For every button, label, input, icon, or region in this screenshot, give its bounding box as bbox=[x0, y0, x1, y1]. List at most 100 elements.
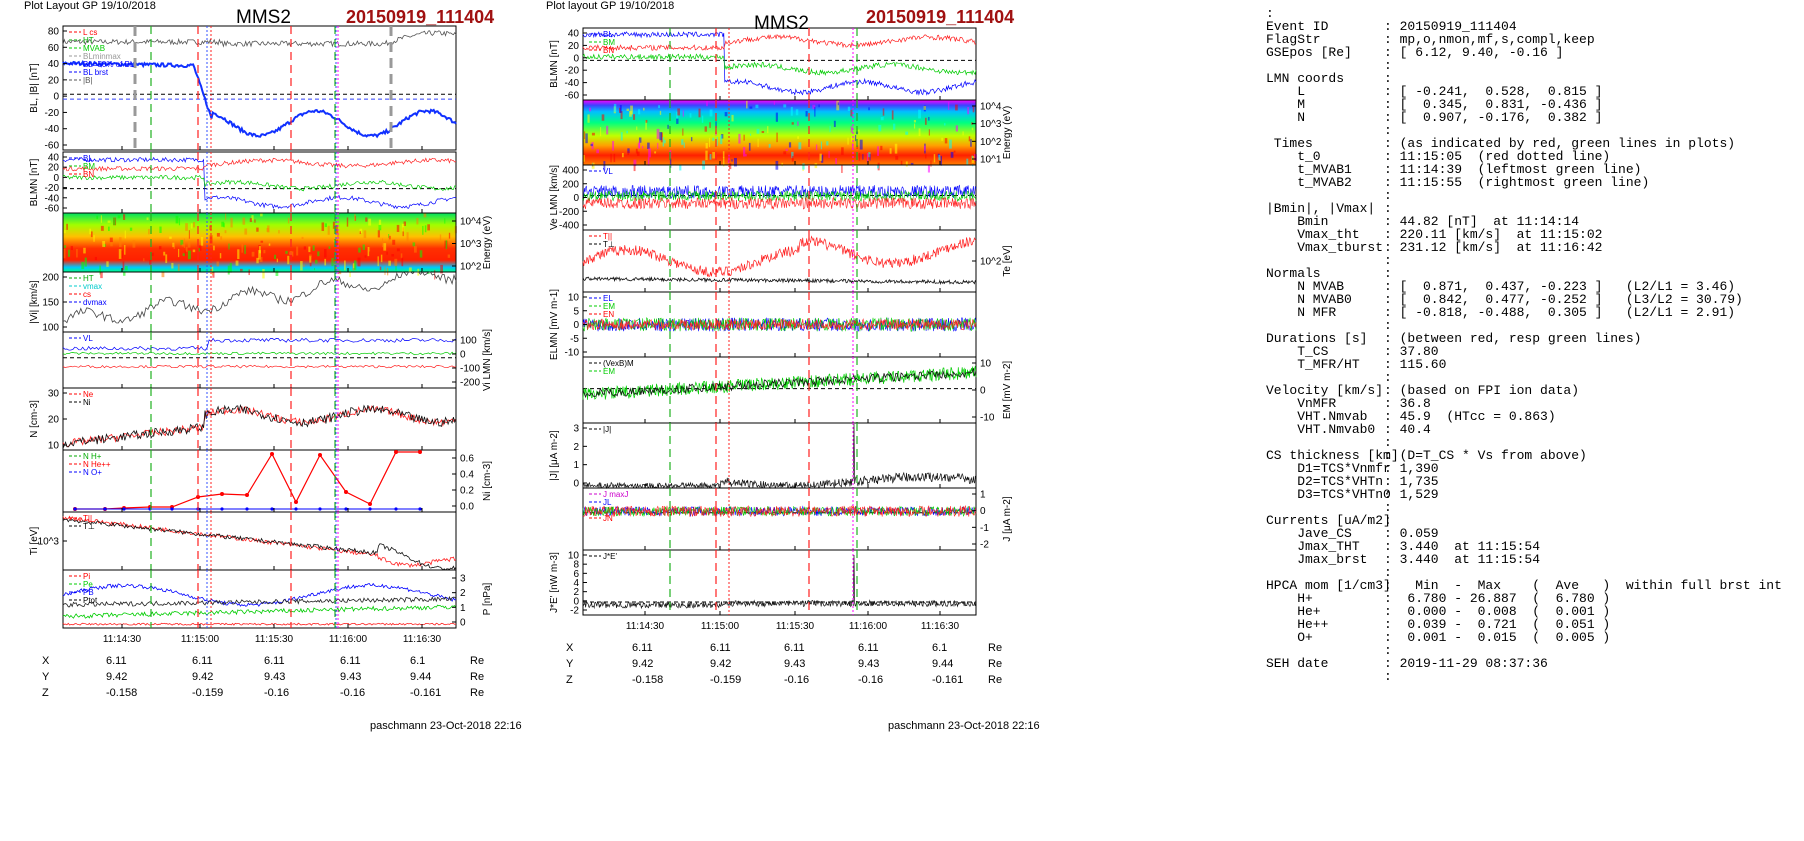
spectrogram-texture bbox=[731, 114, 734, 122]
axis-label: Vi LMN [km/s] bbox=[482, 329, 493, 391]
spectrogram-texture bbox=[308, 246, 311, 253]
spectrogram-texture bbox=[159, 246, 162, 250]
spectrogram-texture bbox=[187, 250, 191, 260]
spectrogram-texture bbox=[918, 109, 921, 119]
spectrogram-texture bbox=[230, 217, 233, 228]
spectrogram-texture bbox=[123, 214, 126, 220]
spectrogram-texture bbox=[913, 123, 916, 129]
info-key: O+ bbox=[1266, 630, 1313, 645]
spectrogram-texture bbox=[259, 257, 263, 262]
coord-value: 6.1 bbox=[410, 655, 426, 667]
spectrogram-texture bbox=[709, 109, 713, 117]
spectrogram-texture bbox=[862, 154, 864, 160]
spectrogram-texture bbox=[309, 259, 312, 267]
legend-entry: VL bbox=[83, 334, 93, 343]
info-key: t_MVAB1 bbox=[1266, 162, 1352, 177]
spectrogram-texture bbox=[613, 153, 616, 163]
spectrogram-texture bbox=[249, 218, 252, 223]
spectrogram-texture bbox=[263, 249, 266, 254]
legend-entry: BM bbox=[603, 38, 615, 47]
series-line bbox=[62, 351, 457, 356]
spectrogram-texture bbox=[64, 245, 67, 249]
spectrogram-texture bbox=[396, 224, 400, 232]
axis-tick-label: 40 bbox=[48, 153, 60, 164]
axis-tick-label: 200 bbox=[562, 179, 579, 190]
spectrogram-texture bbox=[856, 145, 859, 149]
spectrogram-texture bbox=[440, 264, 443, 274]
coord-value: 6.11 bbox=[340, 655, 361, 667]
spectrogram-texture bbox=[910, 162, 914, 166]
spectrogram-texture bbox=[380, 254, 383, 263]
spectrogram-texture bbox=[704, 126, 707, 132]
spectrogram-texture bbox=[328, 246, 331, 249]
info-key: H+ bbox=[1266, 591, 1313, 606]
spectrogram-texture bbox=[227, 265, 230, 275]
time-tick-label: 11:15:30 bbox=[255, 634, 294, 645]
series-line bbox=[62, 405, 457, 448]
axis-tick-label: 0 bbox=[573, 320, 579, 331]
spectrogram-texture bbox=[260, 240, 264, 243]
spectrogram-texture bbox=[882, 108, 885, 116]
spectrogram-texture bbox=[924, 145, 926, 151]
spectrogram-texture bbox=[382, 238, 384, 248]
spectrogram-texture bbox=[705, 150, 708, 161]
axis-tick-label: 40 bbox=[48, 59, 60, 70]
spectrogram-texture bbox=[850, 126, 853, 133]
spectrogram-texture bbox=[731, 159, 733, 162]
coord-value: 9.44 bbox=[932, 658, 954, 670]
spectrogram-texture bbox=[335, 266, 338, 271]
spectrogram-texture bbox=[949, 139, 952, 149]
series-line bbox=[62, 518, 457, 571]
info-key: He++ bbox=[1266, 617, 1329, 632]
spectrogram-texture bbox=[363, 230, 367, 239]
spectrogram-texture bbox=[944, 138, 948, 144]
info-value: : bbox=[1384, 500, 1392, 515]
info-key: LMN coords bbox=[1266, 71, 1345, 86]
info-key: Vmax_tht bbox=[1266, 227, 1360, 242]
spectrogram-texture bbox=[190, 223, 193, 229]
axis-tick-label: 0 bbox=[980, 506, 986, 517]
spectrogram-texture bbox=[894, 143, 898, 154]
coord-unit: Re bbox=[988, 674, 1003, 686]
spectrogram-texture bbox=[251, 251, 255, 257]
info-key: Event ID bbox=[1266, 19, 1329, 34]
spectrogram-texture bbox=[613, 103, 617, 113]
spectrogram-texture bbox=[383, 243, 387, 251]
axis-tick-label: 5 bbox=[573, 306, 579, 317]
spectrogram-texture bbox=[645, 119, 648, 123]
axis-tick-label: -40 bbox=[565, 78, 580, 89]
axis-tick-label: 10^3 bbox=[38, 537, 60, 548]
spectrogram-texture bbox=[198, 248, 200, 252]
spectrogram-texture bbox=[851, 136, 853, 142]
coord-value: 6.11 bbox=[264, 655, 285, 667]
legend-entry: EL bbox=[603, 294, 613, 303]
axis-label: Te [eV] bbox=[1002, 245, 1013, 276]
left-event-id: 20150919_111404 bbox=[346, 7, 495, 27]
spectrogram-texture bbox=[146, 217, 149, 221]
legend-entry: HT bbox=[83, 274, 94, 283]
axis-tick-label: -2 bbox=[570, 606, 579, 617]
spectrogram-texture bbox=[756, 128, 760, 134]
spectrogram-texture bbox=[667, 124, 669, 129]
series-line bbox=[62, 604, 457, 619]
coord-value: 9.42 bbox=[106, 671, 128, 683]
time-tick-label: 11:16:00 bbox=[329, 634, 368, 645]
legend-entry: BL brst bbox=[83, 68, 109, 77]
spectrogram-texture bbox=[633, 163, 636, 172]
spectrogram-texture bbox=[681, 139, 684, 145]
info-value: : bbox=[1384, 669, 1392, 684]
spectrogram-texture bbox=[180, 239, 184, 246]
spectrogram-texture bbox=[287, 255, 290, 265]
spectrogram-texture bbox=[400, 253, 403, 259]
info-value: : 11:14:39 (leftmost green line) bbox=[1384, 162, 1642, 177]
spectrogram-texture bbox=[722, 157, 725, 167]
spectrogram-texture bbox=[728, 163, 732, 170]
info-key: SEH date bbox=[1266, 656, 1329, 671]
spectrogram-texture bbox=[121, 250, 123, 259]
coord-unit: Re bbox=[470, 671, 485, 683]
axis-tick-label: 20 bbox=[568, 41, 580, 52]
spectrogram-texture bbox=[776, 132, 778, 143]
spectrogram-texture bbox=[63, 230, 66, 234]
spectrogram-texture bbox=[445, 240, 448, 250]
spectrogram-texture bbox=[173, 243, 176, 249]
